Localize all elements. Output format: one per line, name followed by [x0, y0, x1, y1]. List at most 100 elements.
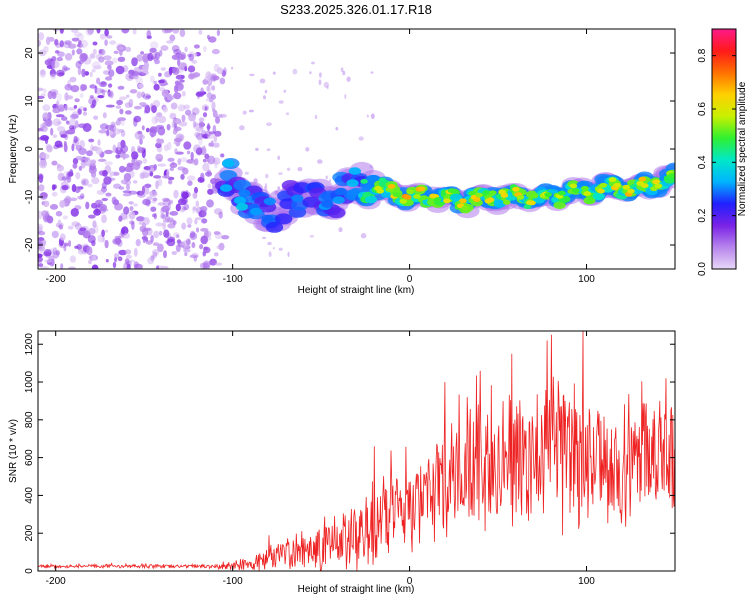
heatmap-noise-cell	[340, 67, 344, 72]
heatmap-noise-cell	[259, 78, 266, 84]
heatmap-noise-cell	[188, 113, 196, 122]
heatmap-noise-cell	[98, 129, 107, 134]
heatmap-noise-cell	[173, 141, 177, 144]
heatmap-noise-cell	[157, 178, 163, 187]
heatmap-noise-cells	[38, 29, 375, 269]
heatmap-noise-cell	[98, 49, 103, 55]
heatmap-noise-cell	[156, 112, 163, 117]
heatmap-noise-cell	[104, 239, 109, 249]
heatmap-noise-cell	[138, 134, 145, 140]
heatmap-noise-cell	[194, 186, 198, 194]
heatmap-noise-cell	[179, 205, 186, 213]
heatmap-noise-cell	[177, 198, 187, 206]
heatmap-noise-cell	[38, 87, 44, 92]
heatmap-noise-cell	[44, 59, 53, 66]
heatmap-noise-cell	[207, 123, 210, 132]
heatmap-noise-cell	[67, 225, 74, 230]
heatmap-noise-cell	[107, 64, 112, 70]
heatmap-noise-cell	[193, 44, 200, 49]
heatmap-noise-cell	[65, 95, 74, 100]
heatmap-noise-cell	[317, 159, 323, 164]
heatmap-noise-cell	[208, 142, 213, 147]
heatmap-noise-cell	[52, 134, 58, 139]
spectrogram-x-label: Height of straight line (km)	[298, 285, 415, 296]
heatmap-noise-cell	[115, 120, 121, 126]
heatmap-noise-cell	[131, 151, 139, 160]
heatmap-noise-cell	[57, 104, 66, 112]
heatmap-noise-cell	[77, 108, 82, 115]
heatmap-ridge-cell	[512, 186, 520, 192]
heatmap-noise-cell	[100, 48, 105, 56]
heatmap-noise-cell	[161, 89, 169, 98]
heatmap-noise-cell	[186, 217, 193, 225]
heatmap-noise-cell	[172, 232, 180, 238]
heatmap-noise-cell	[63, 177, 67, 182]
heatmap-noise-cell	[198, 117, 205, 123]
snr-x-tick-label: 100	[578, 576, 595, 587]
heatmap-ridge-cell	[571, 188, 580, 194]
heatmap-noise-cell	[71, 49, 75, 56]
heatmap-noise-cell	[89, 95, 94, 99]
heatmap-noise-cell	[83, 107, 87, 112]
heatmap-noise-cell	[179, 29, 186, 38]
heatmap-noise-cell	[161, 175, 171, 179]
heatmap-noise-cell	[194, 131, 201, 138]
heatmap-noise-cell	[187, 65, 196, 73]
heatmap-noise-cell	[88, 214, 96, 219]
heatmap-noise-cell	[105, 192, 112, 197]
heatmap-noise-cell	[287, 251, 290, 257]
heatmap-noise-cell	[59, 40, 64, 48]
heatmap-noise-cell	[205, 130, 212, 137]
heatmap-noise-cell	[162, 221, 166, 231]
heatmap-noise-cell	[56, 121, 62, 125]
heatmap-ridge-cell	[413, 194, 421, 199]
colorbar-tick-label: 0.6	[697, 102, 708, 116]
heatmap-noise-cell	[42, 251, 52, 257]
heatmap-noise-cell	[212, 142, 220, 148]
heatmap-noise-cell	[188, 53, 195, 62]
heatmap-noise-cell	[150, 206, 157, 212]
heatmap-noise-cell	[38, 173, 44, 180]
heatmap-noise-cell	[155, 153, 164, 162]
heatmap-noise-cell	[231, 66, 234, 70]
colorbar-tick-label: 0.4	[697, 155, 708, 169]
heatmap-noise-cell	[212, 110, 218, 118]
heatmap-noise-cell	[133, 203, 138, 207]
heatmap-noise-cell	[147, 257, 155, 265]
heatmap-noise-cell	[186, 150, 191, 155]
heatmap-ridge-cell	[608, 177, 617, 183]
heatmap-noise-cell	[79, 39, 89, 49]
heatmap-ridge-cell	[238, 189, 251, 198]
heatmap-noise-cell	[171, 45, 180, 52]
heatmap-noise-cell	[157, 115, 167, 124]
heatmap-noise-cell	[160, 67, 166, 71]
heatmap-noise-cell	[76, 48, 83, 55]
heatmap-noise-cell	[128, 259, 136, 263]
heatmap-noise-cell	[278, 172, 283, 176]
heatmap-ridge-cell	[486, 197, 495, 203]
heatmap-ridge-cell	[263, 197, 276, 206]
heatmap-noise-cell	[216, 245, 223, 250]
heatmap-noise-cell	[89, 84, 97, 89]
heatmap-ridge-cell	[335, 187, 348, 196]
heatmap-noise-cell	[177, 58, 181, 67]
snr-y-tick-label: 800	[24, 411, 35, 428]
heatmap-noise-cell	[87, 235, 96, 244]
heatmap-noise-cell	[211, 94, 217, 100]
heatmap-noise-cell	[73, 32, 83, 37]
heatmap-noise-cell	[206, 85, 210, 92]
heatmap-ridge-cell	[558, 190, 566, 196]
heatmap-noise-cell	[195, 147, 203, 156]
heatmap-noise-cell	[183, 104, 190, 110]
heatmap-noise-cell	[366, 114, 369, 118]
heatmap-noise-cell	[120, 130, 126, 138]
heatmap-noise-cell	[155, 222, 164, 227]
heatmap-ridge-cell	[583, 191, 591, 197]
heatmap-ridge-cell	[332, 196, 345, 204]
heatmap-noise-cell	[168, 199, 174, 205]
heatmap-noise-cell	[192, 120, 197, 129]
heatmap-ridge-cell	[348, 167, 361, 175]
heatmap-noise-cell	[54, 140, 63, 148]
